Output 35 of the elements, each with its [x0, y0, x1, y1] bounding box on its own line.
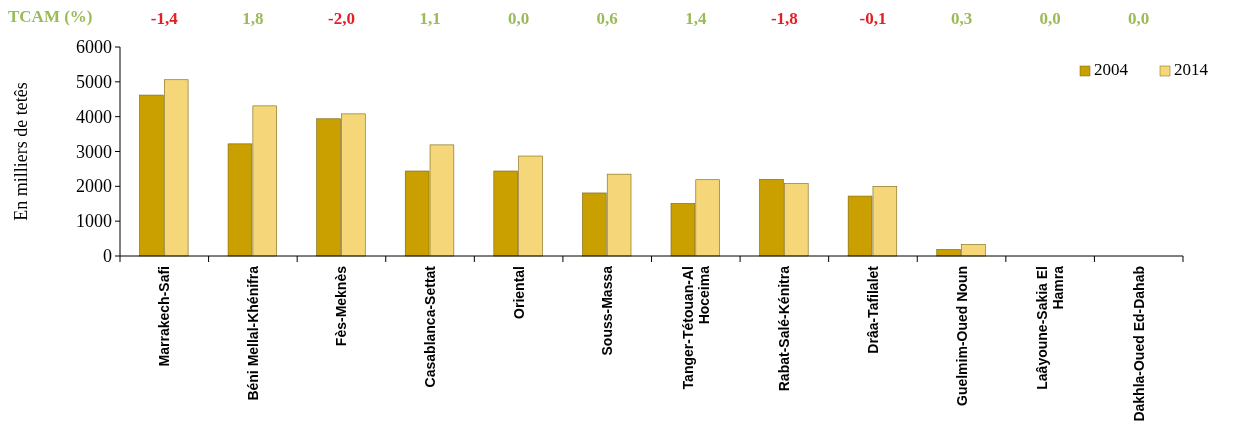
- x-tick-label: Guelmim-Oued Noun: [953, 266, 970, 406]
- text: TCAM (%): [8, 7, 93, 26]
- y-axis-title: En milliers de tetês: [11, 82, 31, 221]
- legend-label: 2014: [1174, 60, 1209, 79]
- x-tick-label: Fès-Meknès: [333, 265, 350, 347]
- y-tick-label: 4000: [76, 106, 112, 127]
- x-tick-label: Rabat-Salé-Kénitra: [776, 265, 793, 392]
- x-tick-label: Oriental: [510, 266, 527, 319]
- text: 0,0: [508, 9, 530, 28]
- x-tick-label: Béni Mellal-Khénifra: [244, 265, 261, 401]
- text: -2,0: [328, 9, 355, 28]
- text: -0,1: [859, 9, 887, 28]
- x-tick-label: Tanger-Tétouan-Al Hoceima: [679, 265, 712, 390]
- y-tick-label: 5000: [76, 71, 112, 92]
- x-tick-label: Dakhla-Oued Ed-Dahab: [1130, 266, 1147, 422]
- y-tick-label: 3000: [76, 141, 112, 162]
- text: 1,8: [242, 9, 264, 28]
- y-tick-label: 2000: [76, 176, 112, 197]
- x-tick-label: Casablanca-Settat: [422, 265, 439, 388]
- text: -1,4: [150, 9, 179, 28]
- text: 0,0: [1039, 9, 1061, 28]
- text: 0,0: [1128, 9, 1150, 28]
- x-tick-label: Souss-Massa: [599, 265, 616, 356]
- text: 1,1: [419, 9, 441, 28]
- x-tick-label: Drâa-Tafilalet: [864, 265, 881, 354]
- y-tick-label: 1000: [76, 211, 112, 232]
- x-tick-label: Laâyoune-Sakia El Hamra: [1034, 265, 1067, 390]
- text: 1,4: [685, 9, 707, 28]
- legend-label: 2004: [1094, 60, 1129, 79]
- text: 0,3: [950, 9, 973, 28]
- text: -1,8: [770, 9, 798, 28]
- text: 0,6: [596, 9, 618, 28]
- x-tick-label: Marrakech-Safi: [156, 266, 173, 367]
- y-tick-label: 0: [103, 246, 112, 266]
- y-tick-label: 6000: [76, 37, 112, 57]
